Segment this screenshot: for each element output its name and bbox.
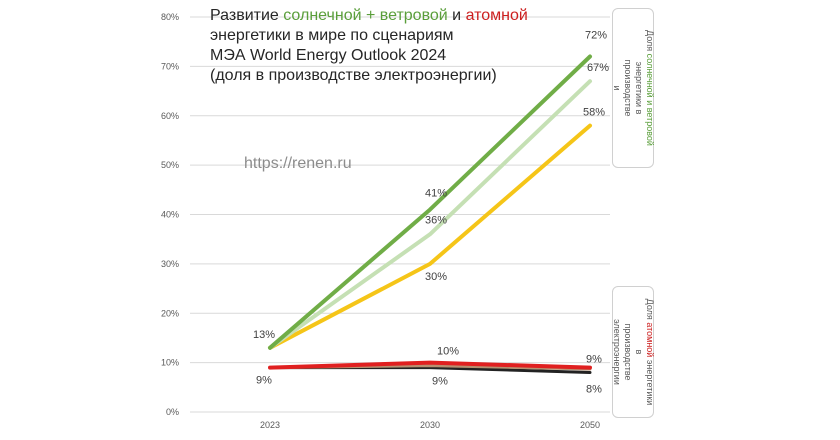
- data-label: 67%: [587, 62, 609, 74]
- data-label: 10%: [437, 346, 459, 358]
- data-label: 9%: [432, 376, 448, 388]
- data-label: 41%: [425, 188, 447, 200]
- data-labels: 13% 41% 72% 36% 67% 30% 58% 10% 9% 9% 9% 8%: [253, 30, 609, 396]
- legend-text: Доля: [645, 298, 655, 323]
- y-tick-label: 70%: [161, 61, 179, 71]
- legend-text: электроэнергии: [612, 319, 622, 385]
- y-tick-label: 10%: [161, 358, 179, 368]
- series-line: [268, 79, 592, 350]
- data-label: 30%: [425, 271, 447, 283]
- legend-text: и: [612, 85, 622, 91]
- data-label: 36%: [425, 214, 447, 226]
- title-line-1: Развитие солнечной + ветровой и атомной: [210, 6, 528, 26]
- series-line: [268, 360, 592, 370]
- y-tick-label: 30%: [161, 259, 179, 269]
- legend-renewable-highlight: солнечной и ветровой: [645, 53, 655, 146]
- y-tick-label: 20%: [161, 308, 179, 318]
- x-axis-ticks: 2023 2030 2050: [260, 420, 600, 430]
- series-line: [268, 123, 592, 350]
- legend-text: энергетики в: [634, 61, 644, 115]
- y-tick-label: 40%: [161, 210, 179, 220]
- y-tick-label: 80%: [161, 12, 179, 22]
- legend-renewable: Доля солнечной и ветровой энергетики в п…: [611, 8, 655, 168]
- chart-title: Развитие солнечной + ветровой и атомной …: [210, 6, 528, 86]
- legend-nuclear-highlight: атомной: [645, 322, 655, 358]
- legend-text: производстве: [623, 323, 633, 381]
- legend-renewable-text: Доля солнечной и ветровой энергетики в п…: [611, 30, 655, 146]
- x-tick-label: 2050: [580, 420, 600, 430]
- data-label: 9%: [586, 354, 602, 366]
- legend-text: Доля: [645, 30, 655, 54]
- title-line-4: (доля в производстве электроэнергии): [210, 67, 497, 84]
- title-line-2: энергетики в мире по сценариям: [210, 27, 454, 44]
- series-lines: [268, 54, 592, 374]
- y-tick-label: 60%: [161, 111, 179, 121]
- y-tick-label: 50%: [161, 160, 179, 170]
- legend-text: производстве: [623, 59, 633, 117]
- title-renewable: солнечной + ветровой: [283, 7, 448, 24]
- data-label: 13%: [253, 329, 275, 341]
- series-line: [268, 54, 592, 350]
- x-tick-label: 2030: [420, 420, 440, 430]
- x-tick-label: 2023: [260, 420, 280, 430]
- legend-nuclear-text: Доля атомной энергетики в производстве э…: [611, 299, 655, 406]
- data-label: 72%: [585, 30, 607, 42]
- data-label: 8%: [586, 384, 602, 396]
- title-line-3: МЭА World Energy Outlook 2024: [210, 47, 447, 64]
- title-text: и: [447, 7, 466, 24]
- data-label: 9%: [256, 375, 272, 387]
- title-text: Развитие: [210, 7, 284, 24]
- y-tick-label: 0%: [166, 407, 179, 417]
- data-label: 58%: [583, 107, 605, 119]
- gridlines: [190, 16, 610, 413]
- legend-nuclear: Доля атомной энергетики в производстве э…: [611, 286, 655, 418]
- watermark-url: https://renen.ru: [244, 155, 352, 172]
- title-nuclear: атомной: [465, 7, 528, 24]
- y-axis-ticks: 0% 10% 20% 30% 40% 50% 60% 70% 80%: [161, 12, 179, 417]
- legend-text: энергетики: [645, 357, 655, 406]
- legend-text: в: [634, 349, 644, 355]
